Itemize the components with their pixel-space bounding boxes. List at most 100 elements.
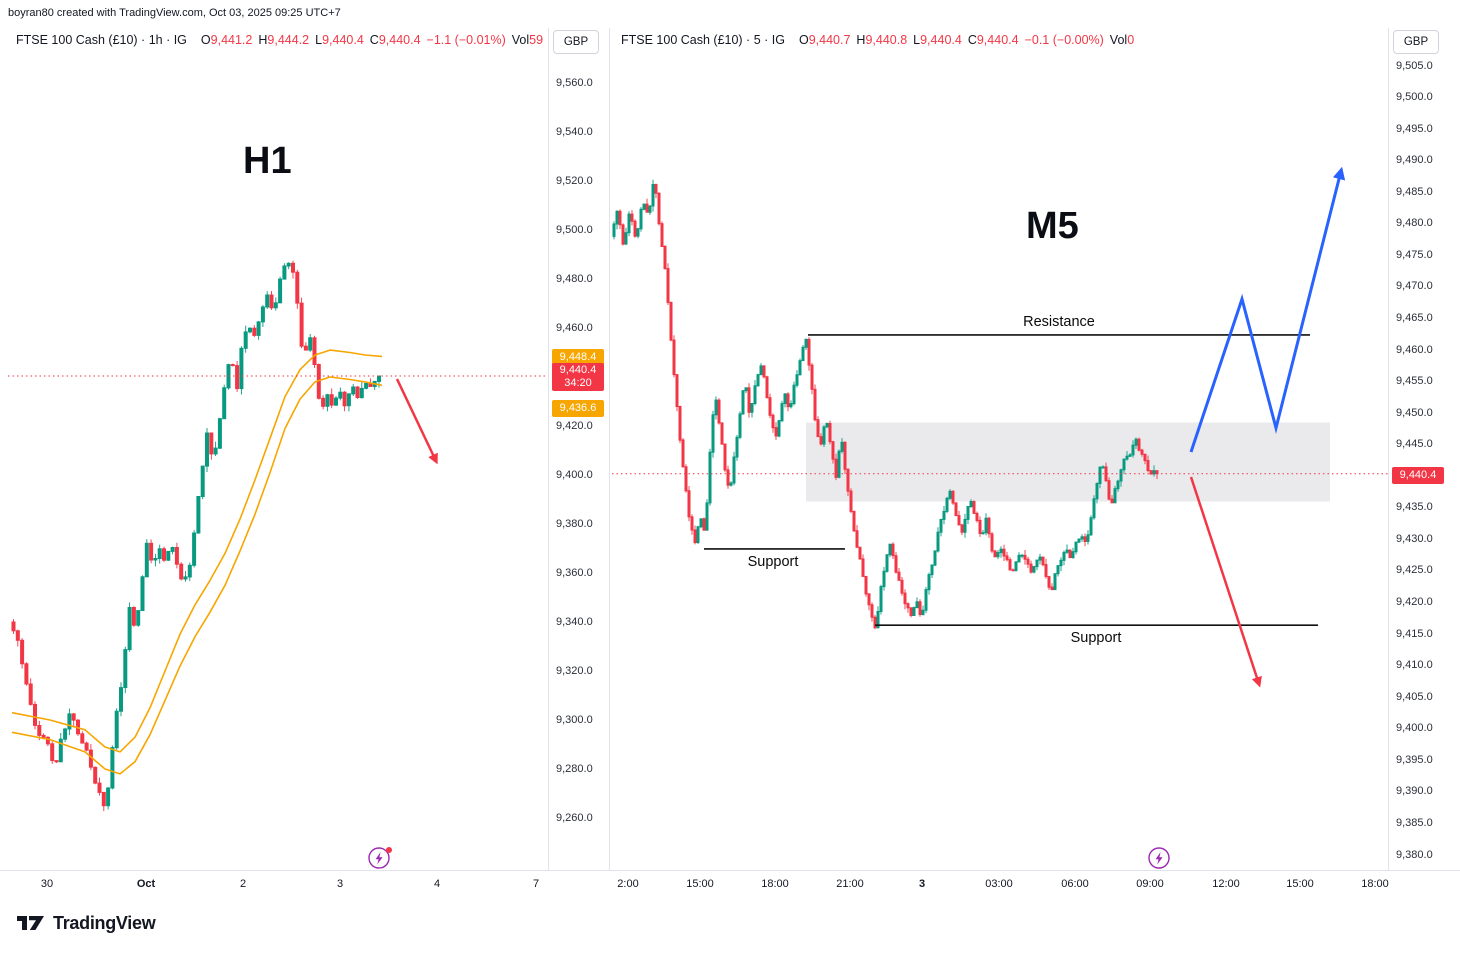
price-axis-m5[interactable]: GBP 9,380.0 9,385.0 9,390.0 9,395.0 9,400.0 9… — [1389, 0, 1460, 898]
price-tick: 9,380.0 — [556, 517, 593, 530]
symbol-title[interactable]: FTSE 100 Cash (£10) · 5 · IG — [621, 33, 785, 47]
open-label: O — [200, 33, 211, 47]
price-tick: 9,405.0 — [1396, 690, 1433, 703]
high-label: H — [856, 33, 866, 47]
tradingview-wordmark: TradingView — [53, 912, 156, 933]
candles-up — [612, 179, 1156, 629]
candles-down — [11, 260, 373, 812]
close-value: 9,440.4 — [378, 33, 421, 47]
price-tick: 9,340.0 — [556, 615, 593, 628]
low-label: L — [315, 33, 323, 47]
price-tick: 9,260.0 — [556, 811, 593, 824]
time-tick: 06:00 — [1061, 878, 1089, 890]
time-tick: 4 — [433, 878, 441, 890]
tradingview-logo[interactable]: TradingView — [16, 912, 156, 934]
volume-label: Vol — [511, 33, 530, 47]
price-tick: 9,320.0 — [556, 664, 593, 677]
price-tick: 9,380.0 — [1396, 848, 1433, 861]
high-value: 9,444.2 — [267, 33, 310, 47]
close-value: 9,440.4 — [976, 33, 1019, 47]
price-zone — [806, 422, 1330, 502]
price-tick: 9,455.0 — [1396, 375, 1433, 388]
price-tick: 9,490.0 — [1396, 154, 1433, 167]
axis-divider-left — [548, 28, 549, 898]
ma-high-band — [11, 349, 383, 753]
open-label: O — [798, 33, 809, 47]
price-tick: 9,450.0 — [1396, 406, 1433, 419]
price-tick: 9,445.0 — [1396, 438, 1433, 451]
candles-down — [618, 183, 1159, 630]
price-tick: 9,300.0 — [556, 713, 593, 726]
chart-plot-h1[interactable] — [8, 260, 548, 812]
time-tick: 18:00 — [761, 878, 789, 890]
publish-idea-icon[interactable] — [1147, 845, 1173, 871]
price-tick: 9,400.0 — [556, 468, 593, 481]
ma-low-band — [11, 376, 383, 775]
level-label[interactable]: Support — [1070, 630, 1122, 647]
price-axis-h1[interactable]: GBP 9,260.0 9,280.0 9,300.0 9,320.0 9,340.0 9… — [549, 0, 606, 898]
high-value: 9,440.8 — [865, 33, 908, 47]
price-tick: 9,475.0 — [1396, 248, 1433, 261]
attribution-text: boyran80 created with TradingView.com, O… — [8, 7, 341, 19]
price-tick: 9,495.0 — [1396, 122, 1433, 135]
axis-divider-right — [1388, 28, 1389, 898]
time-tick: Oct — [136, 878, 156, 890]
price-tick: 9,500.0 — [1396, 91, 1433, 104]
currency-badge[interactable]: GBP — [553, 30, 599, 54]
time-tick: 12:00 — [1212, 878, 1240, 890]
time-tick: 15:00 — [1286, 878, 1314, 890]
panel-divider — [609, 28, 610, 898]
price-tick: 9,470.0 — [1396, 280, 1433, 293]
time-tick: 3 — [336, 878, 344, 890]
price-tick: 9,280.0 — [556, 762, 593, 775]
price-tick: 9,385.0 — [1396, 816, 1433, 829]
bullish-projection-arrow — [1189, 166, 1346, 453]
open-value: 9,440.7 — [808, 33, 851, 47]
time-tick: 3 — [918, 878, 926, 890]
low-value: 9,440.4 — [322, 33, 364, 47]
axis-price-label: 9,440.4 34:20 — [552, 363, 604, 391]
price-tick: 9,420.0 — [556, 419, 593, 432]
time-tick: 30 — [40, 878, 54, 890]
timeframe-label-m5: M5 — [1026, 205, 1079, 247]
change-value: −0.1 (−0.00%) — [1024, 33, 1104, 47]
price-tick: 9,425.0 — [1396, 564, 1433, 577]
volume-label: Vol — [1109, 33, 1128, 47]
price-tick: 9,360.0 — [556, 566, 593, 579]
bearish-projection-arrow — [395, 378, 438, 465]
symbol-title[interactable]: FTSE 100 Cash (£10) · 1h · IG — [16, 33, 187, 47]
axis-price-label: 9,448.4 — [552, 348, 604, 366]
time-tick: 15:00 — [686, 878, 714, 890]
time-tick: 7 — [532, 878, 540, 890]
time-tick: 03:00 — [985, 878, 1013, 890]
price-tick: 9,430.0 — [1396, 532, 1433, 545]
axis-price-label: 9,440.4 — [1392, 466, 1444, 484]
price-tick: 9,410.0 — [1396, 659, 1433, 672]
chart-plot-m5[interactable] — [612, 166, 1388, 688]
bearish-projection-arrow — [1189, 476, 1262, 688]
close-label: C — [369, 33, 379, 47]
volume-value: 0 — [1127, 33, 1135, 47]
price-tick: 9,560.0 — [556, 76, 593, 89]
time-axis[interactable]: 30 Oct 2 3 4 7 2:00 15:00 18:00 21:00 3 03:00 06:00 0… — [0, 870, 1460, 900]
time-tick: 2:00 — [617, 878, 639, 890]
change-value: −1.1 (−0.01%) — [426, 33, 506, 47]
price-tick: 9,390.0 — [1396, 785, 1433, 798]
legend-h1[interactable]: FTSE 100 Cash (£10) · 1h · IG O9,441.2 H9,… — [16, 33, 543, 47]
currency-badge[interactable]: GBP — [1393, 30, 1439, 54]
price-tick: 9,520.0 — [556, 174, 593, 187]
price-tick: 9,400.0 — [1396, 722, 1433, 735]
level-label[interactable]: Support — [747, 553, 799, 570]
price-tick: 9,465.0 — [1396, 311, 1433, 324]
level-label[interactable]: Resistance — [1023, 313, 1095, 330]
time-tick: 09:00 — [1136, 878, 1164, 890]
legend-m5[interactable]: FTSE 100 Cash (£10) · 5 · IG O9,440.7 H9,4… — [621, 33, 1134, 47]
volume-value: 59 — [529, 33, 544, 47]
price-tick: 9,480.0 — [556, 272, 593, 285]
price-tick: 9,540.0 — [556, 125, 593, 138]
publish-idea-icon[interactable] — [367, 845, 393, 871]
price-tick: 9,395.0 — [1396, 753, 1433, 766]
price-tick: 9,485.0 — [1396, 185, 1433, 198]
